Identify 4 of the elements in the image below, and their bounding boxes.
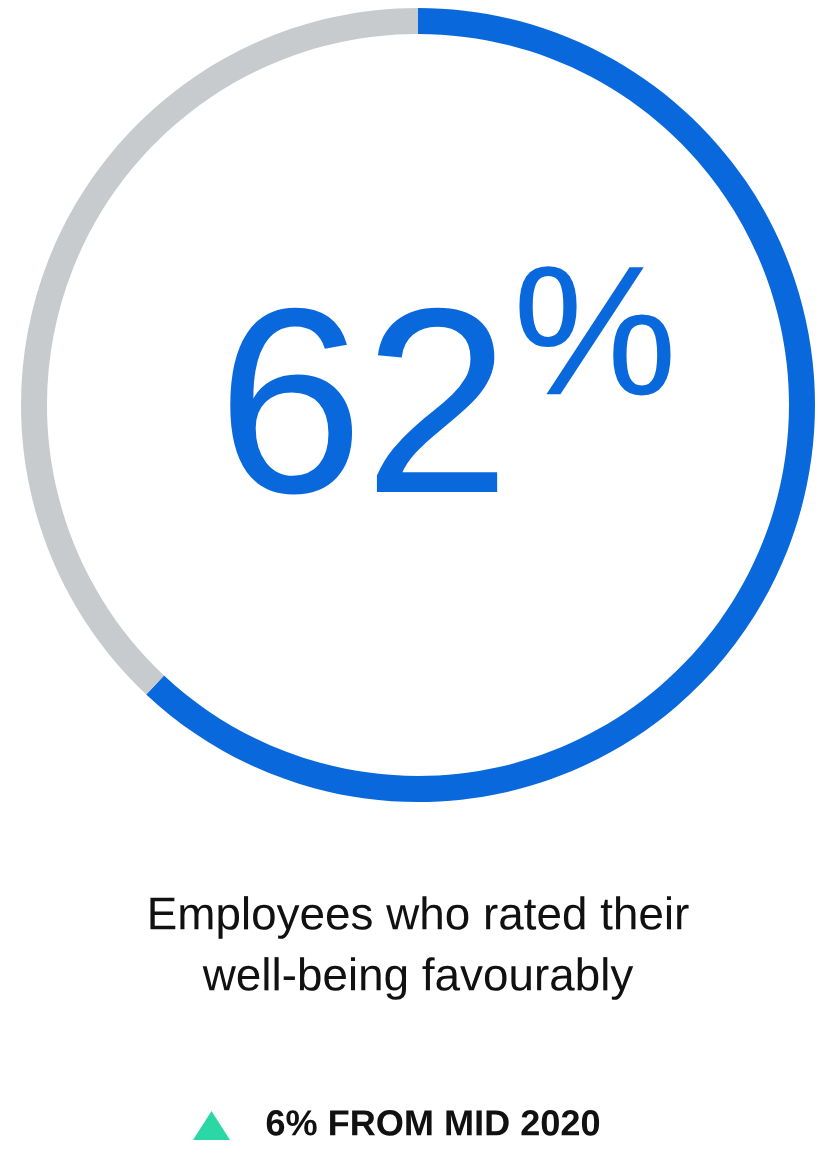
donut-slice (146, 8, 815, 802)
text: Employees who rated their well-being favourably (150, 896, 689, 1000)
data-label: 62$^{%}$ (230, 266, 671, 495)
text: 6% FROM MID 2020 (266, 1110, 600, 1136)
